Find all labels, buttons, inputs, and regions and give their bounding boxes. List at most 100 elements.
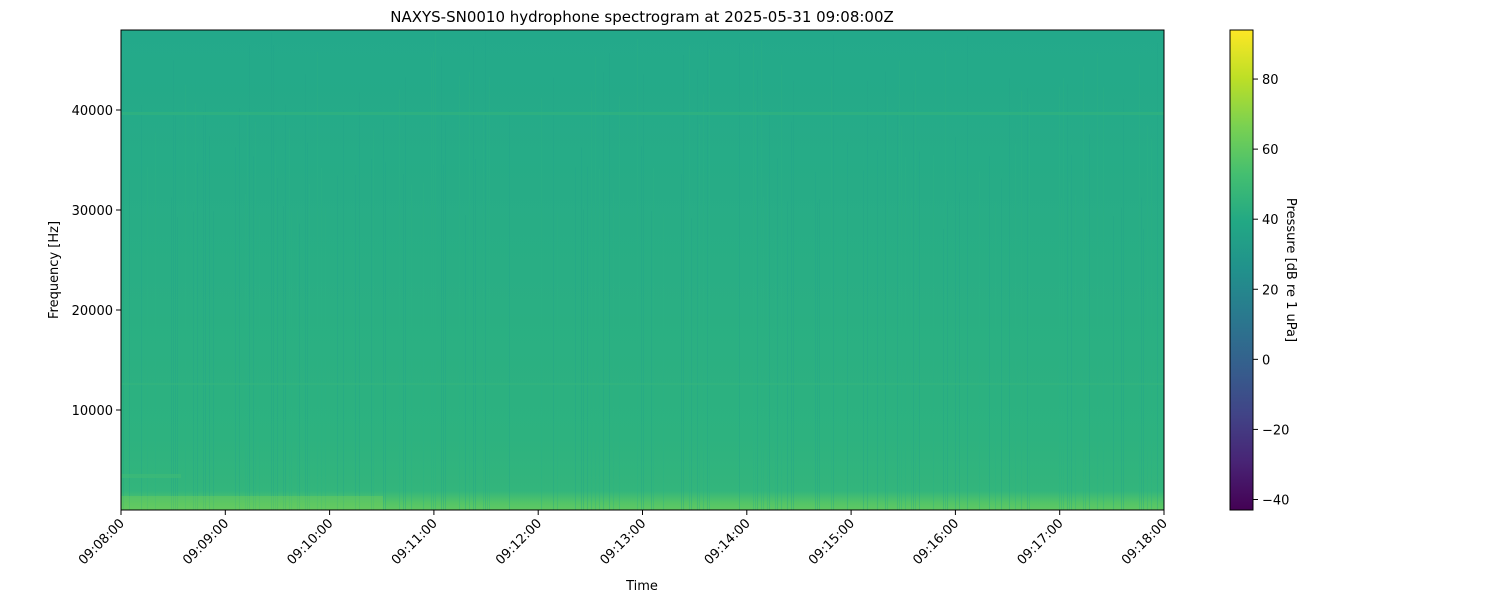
spectrogram-stripe: [755, 100, 756, 511]
spectrogram-stripe: [193, 211, 194, 511]
y-tick-label: 30000: [72, 204, 113, 219]
spectrogram-stripe: [1097, 52, 1098, 511]
spectrogram-stripe: [283, 206, 284, 510]
spectrogram-stripe: [359, 92, 360, 510]
low-frequency-band: [121, 474, 181, 478]
spectrogram-stripe: [509, 111, 510, 510]
spectrogram-stripe: [653, 168, 654, 510]
spectrogram-stripe: [253, 156, 254, 510]
spectrogram-stripe: [1001, 178, 1002, 510]
spectrogram-stripe: [1027, 87, 1028, 510]
spectrogram-stripe: [959, 192, 960, 510]
spectrogram-stripe: [1103, 87, 1104, 511]
spectrogram-stripe: [1141, 197, 1142, 511]
spectrogram-stripe: [769, 110, 770, 510]
spectrogram-stripe: [465, 215, 466, 511]
spectrogram-stripe: [273, 45, 274, 510]
spectrogram-stripe: [641, 146, 642, 510]
spectrogram-stripe: [905, 156, 906, 511]
colorbar-label: Pressure [dB re 1 uPa]: [1283, 198, 1298, 342]
spectrogram-stripe: [1143, 229, 1144, 510]
spectrogram-stripe: [817, 202, 818, 510]
spectrogram-stripe: [757, 70, 758, 510]
x-tick-label: 09:14:00: [702, 516, 754, 568]
y-tick-label: 20000: [72, 304, 113, 319]
spectrogram-stripe: [691, 218, 692, 510]
spectrogram-stripe: [919, 151, 920, 510]
spectrogram-stripe: [445, 121, 446, 510]
spectrogram-stripe: [989, 156, 990, 510]
spectrogram-stripe: [259, 214, 260, 510]
spectrogram-stripe: [275, 153, 276, 510]
spectrogram-stripe: [321, 167, 322, 510]
spectrogram-stripe: [1061, 198, 1062, 510]
spectrogram-stripe: [173, 60, 174, 510]
spectrogram-stripe: [867, 80, 868, 510]
x-tick-label: 09:16:00: [910, 516, 962, 568]
spectrogram-stripe: [1151, 138, 1152, 510]
spectrogram-stripe: [371, 159, 372, 510]
spectrogram-stripe: [255, 121, 256, 510]
spectrogram-stripe: [699, 123, 700, 511]
spectrogram-stripe: [1147, 125, 1148, 511]
y-axis-label: Frequency [Hz]: [47, 221, 62, 319]
spectrogram-stripe: [557, 213, 558, 510]
spectrogram-stripe: [485, 30, 486, 510]
spectrogram-stripe: [609, 53, 610, 511]
spectrogram-stripe: [591, 91, 592, 510]
spectrogram-stripe: [473, 45, 474, 511]
spectrogram-stripe: [399, 89, 400, 510]
spectrogram-stripe: [761, 40, 762, 510]
colorbar-tick-label: 40: [1262, 213, 1279, 228]
spectrogram-stripe: [469, 72, 470, 510]
spectrogram-stripe: [887, 96, 888, 511]
spectrogram-stripe: [1021, 91, 1022, 510]
spectrogram-stripe: [697, 69, 698, 510]
spectrogram-stripe: [915, 70, 916, 511]
spectrogram-stripe: [863, 170, 864, 510]
y-tick-label: 10000: [72, 404, 113, 419]
spectrogram-stripe: [411, 184, 412, 510]
spectrogram-stripe: [791, 121, 792, 510]
spectrogram-stripe: [195, 103, 196, 511]
spectrogram-stripe: [619, 96, 620, 511]
spectrogram-stripe: [1089, 134, 1090, 511]
spectrogram-stripe: [933, 154, 934, 510]
spectrogram-stripe: [587, 166, 588, 511]
spectrogram-stripe: [1121, 207, 1122, 510]
spectrogram-stripe: [603, 72, 604, 510]
spectrogram-stripe: [793, 80, 794, 510]
spectrogram-stripe: [235, 147, 236, 510]
spectrogram-stripe: [1083, 66, 1084, 511]
spectrogram-stripe: [1157, 43, 1158, 511]
spectrogram-stripe: [129, 180, 130, 511]
spectrogram-stripe: [787, 201, 788, 510]
spectrogram-stripe: [271, 32, 272, 510]
spectrogram-stripe: [1015, 143, 1016, 510]
spectrogram-stripe: [575, 167, 576, 510]
spectrogram-stripe: [943, 228, 944, 511]
plot-area: [120, 29, 1165, 511]
spectrogram-stripe: [355, 175, 356, 510]
spectrogram-stripe: [683, 55, 684, 511]
spectrogram-stripe: [489, 76, 490, 510]
spectrogram-stripe: [613, 192, 614, 510]
spectrogram-stripe: [979, 171, 980, 511]
spectrogram-stripe: [483, 112, 484, 510]
spectrogram-stripe: [383, 119, 384, 510]
x-tick-label: 09:08:00: [76, 516, 128, 568]
tonal-line-40khz: [121, 112, 1164, 115]
spectrogram-stripe: [689, 45, 690, 511]
spectrogram-stripe: [205, 102, 206, 510]
spectrogram-stripe: [739, 43, 740, 511]
spectrogram-stripe: [767, 183, 768, 510]
spectrogram-stripe: [1063, 77, 1064, 510]
spectrogram-stripe: [899, 60, 900, 510]
spectrogram-stripe: [197, 162, 198, 510]
spectrogram-stripe: [431, 57, 432, 510]
spectrogram-stripe: [643, 74, 644, 510]
spectrogram-stripe: [763, 197, 764, 511]
spectrogram-stripe: [1069, 182, 1070, 511]
spectrogram-stripe: [911, 198, 912, 510]
colorbar-tick-label: 80: [1262, 73, 1279, 88]
